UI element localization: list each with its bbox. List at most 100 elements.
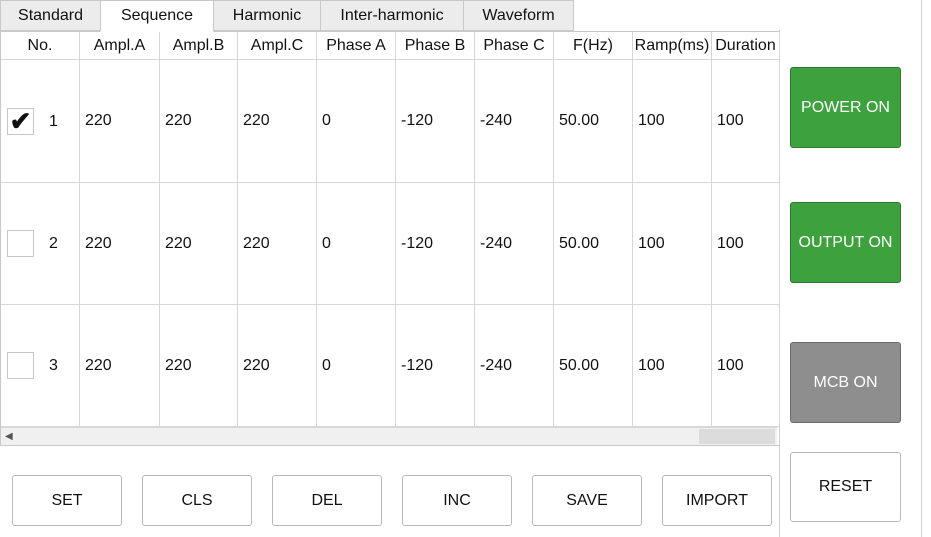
- cell-text: -240: [480, 112, 513, 129]
- table-cell[interactable]: 0: [317, 183, 396, 305]
- table-cell[interactable]: 100: [712, 60, 780, 183]
- cell-text: 220: [165, 112, 192, 129]
- table-cell[interactable]: 100: [633, 183, 712, 305]
- table-cell[interactable]: 2: [1, 183, 80, 305]
- cell-text: -120: [401, 234, 434, 252]
- column-header[interactable]: F(Hz): [554, 32, 633, 60]
- table-cell[interactable]: 100: [633, 305, 712, 427]
- button[interactable]: SET: [12, 475, 122, 526]
- cell-text: 220: [165, 234, 192, 252]
- cell-text: 100: [717, 234, 744, 252]
- cell-text: -240: [480, 356, 513, 374]
- cell-text: 50.00: [559, 112, 600, 129]
- table-cell[interactable]: -240: [475, 183, 554, 305]
- cell-text: -120: [401, 356, 434, 374]
- table-cell[interactable]: 220: [238, 305, 317, 427]
- table-cell[interactable]: -240: [475, 305, 554, 427]
- side-button[interactable]: OUTPUT ON: [790, 202, 901, 283]
- column-header-text: Ampl.B: [172, 36, 225, 54]
- side-button[interactable]: POWER ON: [790, 67, 901, 148]
- scroll-thumb[interactable]: [699, 429, 775, 444]
- table-cell[interactable]: 0: [317, 60, 396, 183]
- cell-text: 100: [638, 234, 665, 252]
- column-header-text: Ampl.C: [250, 36, 304, 54]
- table-cell[interactable]: 100: [712, 183, 780, 305]
- table-cell[interactable]: 220: [238, 60, 317, 183]
- table-cell[interactable]: 100: [712, 305, 780, 427]
- table-cell[interactable]: 3: [1, 305, 80, 427]
- cell-text: 220: [85, 112, 112, 129]
- tab[interactable]: Harmonic: [213, 0, 321, 31]
- column-header[interactable]: Duration: [712, 32, 780, 60]
- cell-text: -120: [401, 112, 434, 129]
- table-cell[interactable]: 220: [238, 183, 317, 305]
- table-cell[interactable]: 220: [80, 305, 160, 427]
- cell-text: 220: [85, 234, 112, 252]
- cell-text: 220: [85, 356, 112, 374]
- cell-text: 100: [638, 112, 665, 129]
- column-header-text: Ramp(ms): [634, 36, 710, 54]
- tab[interactable]: Inter-harmonic: [320, 0, 464, 31]
- side-button[interactable]: MCB ON: [790, 342, 901, 423]
- cell-text: 100: [717, 112, 744, 129]
- divider: [921, 0, 922, 537]
- column-header[interactable]: Phase C: [475, 32, 554, 60]
- button[interactable]: CLS: [142, 475, 252, 526]
- column-header[interactable]: Ampl.B: [160, 32, 238, 60]
- cell-text: 220: [243, 112, 270, 129]
- column-header-text: F(Hz): [573, 36, 613, 54]
- scroll-left-arrow[interactable]: ◀: [5, 431, 13, 442]
- table-cell[interactable]: 220: [160, 305, 238, 427]
- table-cell[interactable]: 50.00: [554, 305, 633, 427]
- row-checkbox[interactable]: [7, 230, 34, 257]
- column-header[interactable]: Ramp(ms): [633, 32, 712, 60]
- cell-text: 220: [243, 234, 270, 252]
- side-button[interactable]: RESET: [790, 452, 901, 522]
- column-header[interactable]: Phase B: [396, 32, 475, 60]
- tab[interactable]: Standard: [0, 0, 101, 31]
- table-cell[interactable]: 100: [633, 60, 712, 183]
- cell-text: 0: [322, 234, 331, 252]
- tab[interactable]: Sequence: [100, 0, 214, 32]
- row-checkbox[interactable]: ✔: [7, 107, 34, 135]
- column-header-text: No.: [27, 36, 53, 54]
- cell-text: 0: [322, 356, 331, 374]
- table-cell[interactable]: 220: [80, 183, 160, 305]
- cell-text: 100: [717, 356, 744, 374]
- column-header[interactable]: No.: [1, 32, 80, 60]
- cell-text: 100: [638, 356, 665, 374]
- cell-text: -240: [480, 234, 513, 252]
- cell-text: 50.00: [559, 234, 600, 252]
- scrollbar[interactable]: ◀: [1, 427, 777, 445]
- column-header[interactable]: Phase A: [317, 32, 396, 60]
- tab[interactable]: Waveform: [463, 0, 574, 31]
- column-header-text: Phase B: [404, 36, 466, 54]
- column-header-text: Phase A: [326, 36, 386, 54]
- button[interactable]: DEL: [272, 475, 382, 526]
- row-number: 3: [49, 357, 58, 374]
- table-cell[interactable]: -120: [396, 183, 475, 305]
- button[interactable]: INC: [402, 475, 512, 526]
- table-cell[interactable]: 220: [160, 60, 238, 183]
- button[interactable]: SAVE: [532, 475, 642, 526]
- table-cell[interactable]: 0: [317, 305, 396, 427]
- button[interactable]: IMPORT: [662, 475, 772, 526]
- table-cell[interactable]: 220: [80, 60, 160, 183]
- column-header-text: Duration: [715, 36, 776, 54]
- table-cell[interactable]: ✔ 1: [1, 60, 80, 183]
- cell-text: 0: [322, 112, 331, 129]
- column-header-text: Ampl.A: [93, 36, 146, 54]
- table-cell[interactable]: -240: [475, 60, 554, 183]
- column-header-text: Phase C: [483, 36, 545, 54]
- table-cell[interactable]: -120: [396, 305, 475, 427]
- column-header[interactable]: Ampl.A: [80, 32, 160, 60]
- row-checkbox[interactable]: [7, 352, 34, 379]
- table-cell[interactable]: 220: [160, 183, 238, 305]
- table-cell[interactable]: 50.00: [554, 60, 633, 183]
- table-cell[interactable]: -120: [396, 60, 475, 183]
- table-cell[interactable]: 50.00: [554, 183, 633, 305]
- column-header[interactable]: Ampl.C: [238, 32, 317, 60]
- row-number: 1: [49, 112, 58, 130]
- cell-text: 220: [165, 356, 192, 374]
